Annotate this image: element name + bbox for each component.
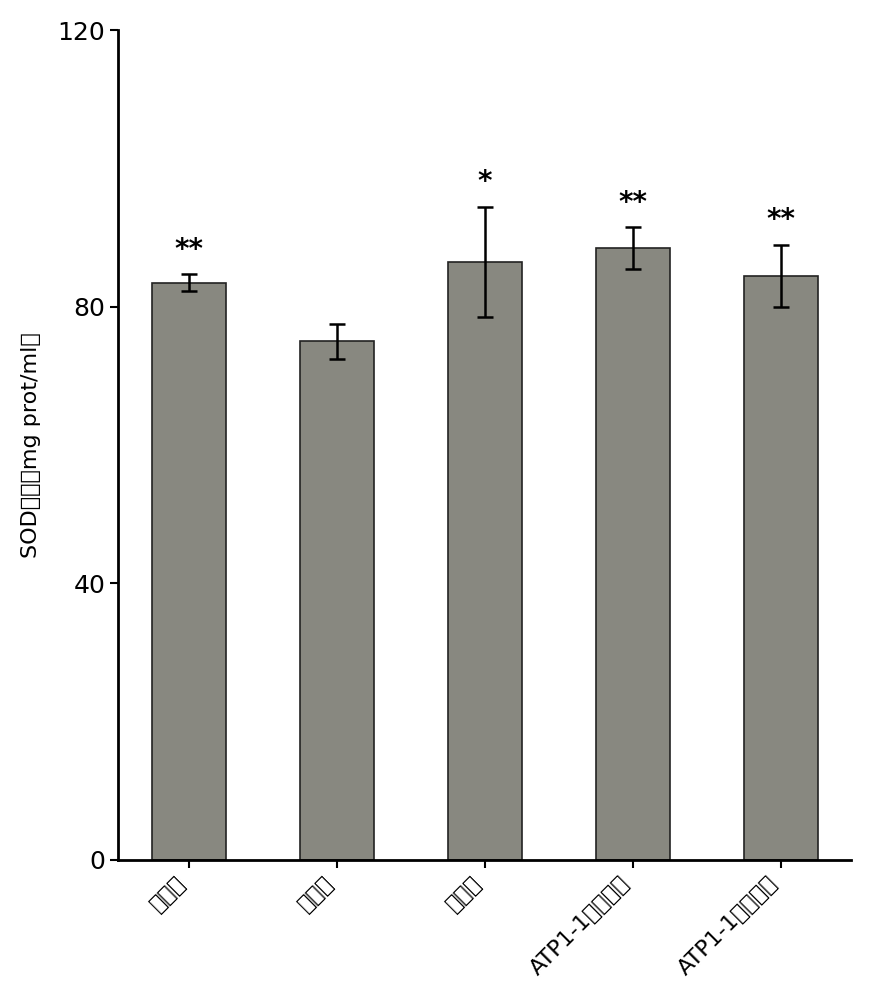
Y-axis label: SOD活力（mg prot/ml）: SOD活力（mg prot/ml） <box>21 332 41 558</box>
Text: **: ** <box>174 236 203 264</box>
Text: *: * <box>478 168 492 196</box>
Bar <box>300 341 374 860</box>
Text: **: ** <box>766 206 795 234</box>
Bar <box>596 248 670 860</box>
Bar <box>744 276 818 860</box>
Bar <box>152 283 226 860</box>
Text: **: ** <box>618 189 647 217</box>
Bar <box>448 262 521 860</box>
